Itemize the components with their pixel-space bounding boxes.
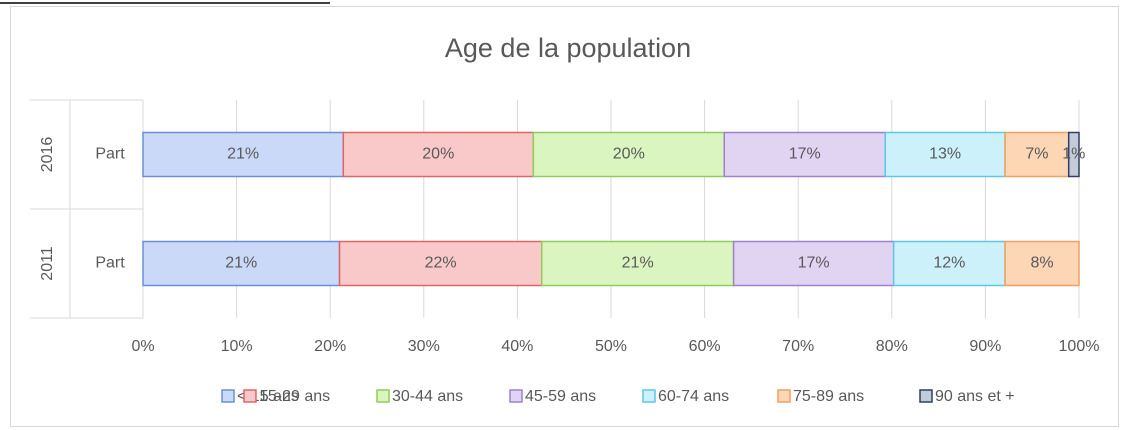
bar-segment <box>1067 131 1080 178</box>
data-label: 17% <box>789 146 821 163</box>
data-label: 12% <box>933 255 965 272</box>
x-tick-label: 80% <box>876 338 908 355</box>
category-label: Part <box>95 255 125 272</box>
legend-label: 30-44 ans <box>392 388 463 405</box>
data-label: 20% <box>422 146 454 163</box>
category-label: Part <box>95 146 125 163</box>
bar-segment <box>142 240 341 287</box>
legend-swatch <box>376 389 390 403</box>
data-label: 17% <box>798 255 830 272</box>
data-label: 8% <box>1030 255 1053 272</box>
x-tick-label: 20% <box>314 338 346 355</box>
data-label: 22% <box>425 255 457 272</box>
legend-swatch <box>642 389 656 403</box>
data-label: 21% <box>227 146 259 163</box>
x-tick-label: 90% <box>969 338 1001 355</box>
data-label: 13% <box>929 146 961 163</box>
bar-segment <box>892 240 1006 287</box>
bar-segment <box>142 131 345 178</box>
legend-swatch <box>919 389 933 403</box>
legend-label: 90 ans et + <box>935 388 1015 405</box>
legend-swatch <box>221 389 235 403</box>
x-tick-label: 50% <box>595 338 627 355</box>
legend-swatch <box>243 389 257 403</box>
x-tick-label: 30% <box>408 338 440 355</box>
data-label: 21% <box>622 255 654 272</box>
data-label: 1% <box>1062 146 1085 163</box>
bar-segment <box>1004 240 1080 287</box>
bar-segment <box>540 240 735 287</box>
x-tick-label: 60% <box>689 338 721 355</box>
legend-label: 60-74 ans <box>658 388 729 405</box>
bar-segment <box>338 240 543 287</box>
data-label: 20% <box>613 146 645 163</box>
x-tick-label: 70% <box>782 338 814 355</box>
data-label: 21% <box>225 255 257 272</box>
chart-frame <box>10 6 1119 427</box>
x-tick-label: 0% <box>131 338 154 355</box>
bar-segment <box>732 240 895 287</box>
legend-swatch <box>509 389 523 403</box>
bar-segment <box>532 131 726 178</box>
x-tick-label: 100% <box>1059 338 1100 355</box>
group-label: 2011 <box>39 246 56 281</box>
data-label: 7% <box>1025 146 1048 163</box>
legend-swatch <box>777 389 791 403</box>
x-tick-label: 40% <box>501 338 533 355</box>
group-label: 2016 <box>39 137 56 173</box>
legend-label: 15-29 ans <box>259 388 330 405</box>
x-tick-label: 10% <box>221 338 253 355</box>
chart-title: Age de la population <box>445 33 691 63</box>
legend-label: 45-59 ans <box>525 388 596 405</box>
legend-label: 75-89 ans <box>793 388 864 405</box>
